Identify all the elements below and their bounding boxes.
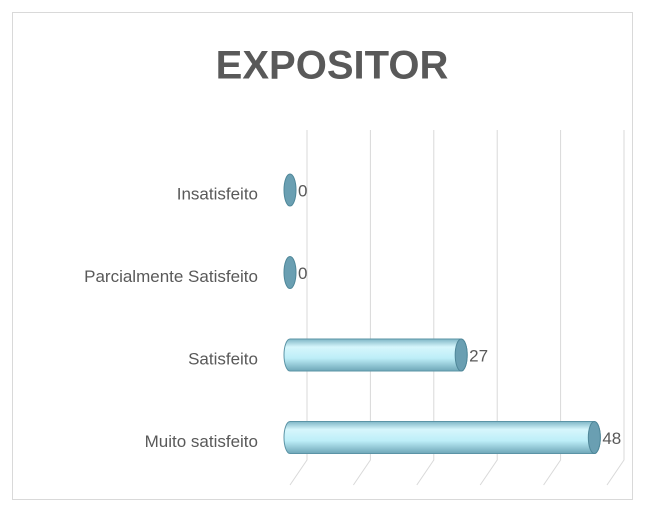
y-tick-label: Parcialmente Satisfeito (84, 267, 258, 286)
data-label: 48 (602, 429, 621, 448)
y-tick-label: Muito satisfeito (145, 432, 258, 451)
grid-line (289, 130, 308, 486)
grid-line (416, 130, 435, 486)
bar (283, 421, 601, 454)
bar (283, 173, 297, 207)
data-label: 0 (298, 264, 307, 283)
data-label: 0 (298, 181, 307, 200)
grid-line (543, 130, 562, 486)
grid-line (352, 130, 371, 486)
bar (283, 256, 297, 289)
data-label: 27 (469, 346, 488, 365)
y-tick-label: Satisfeito (188, 349, 258, 368)
chart-title: EXPOSITOR (216, 44, 449, 88)
bar (283, 338, 468, 372)
grid-line (606, 130, 625, 486)
y-tick-label: Insatisfeito (177, 184, 258, 203)
chart-frame (12, 12, 633, 500)
grid-line (479, 130, 498, 486)
